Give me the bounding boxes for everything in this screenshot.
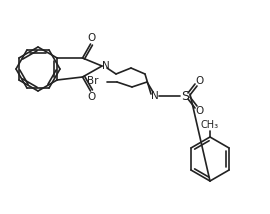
Text: Br: Br [87, 76, 99, 86]
Text: N: N [151, 91, 159, 101]
Text: N: N [102, 61, 110, 71]
Text: O: O [196, 106, 204, 116]
Text: O: O [87, 33, 96, 43]
Text: S: S [181, 89, 189, 103]
Text: CH₃: CH₃ [201, 120, 219, 130]
Text: O: O [87, 92, 96, 102]
Text: O: O [196, 76, 204, 86]
